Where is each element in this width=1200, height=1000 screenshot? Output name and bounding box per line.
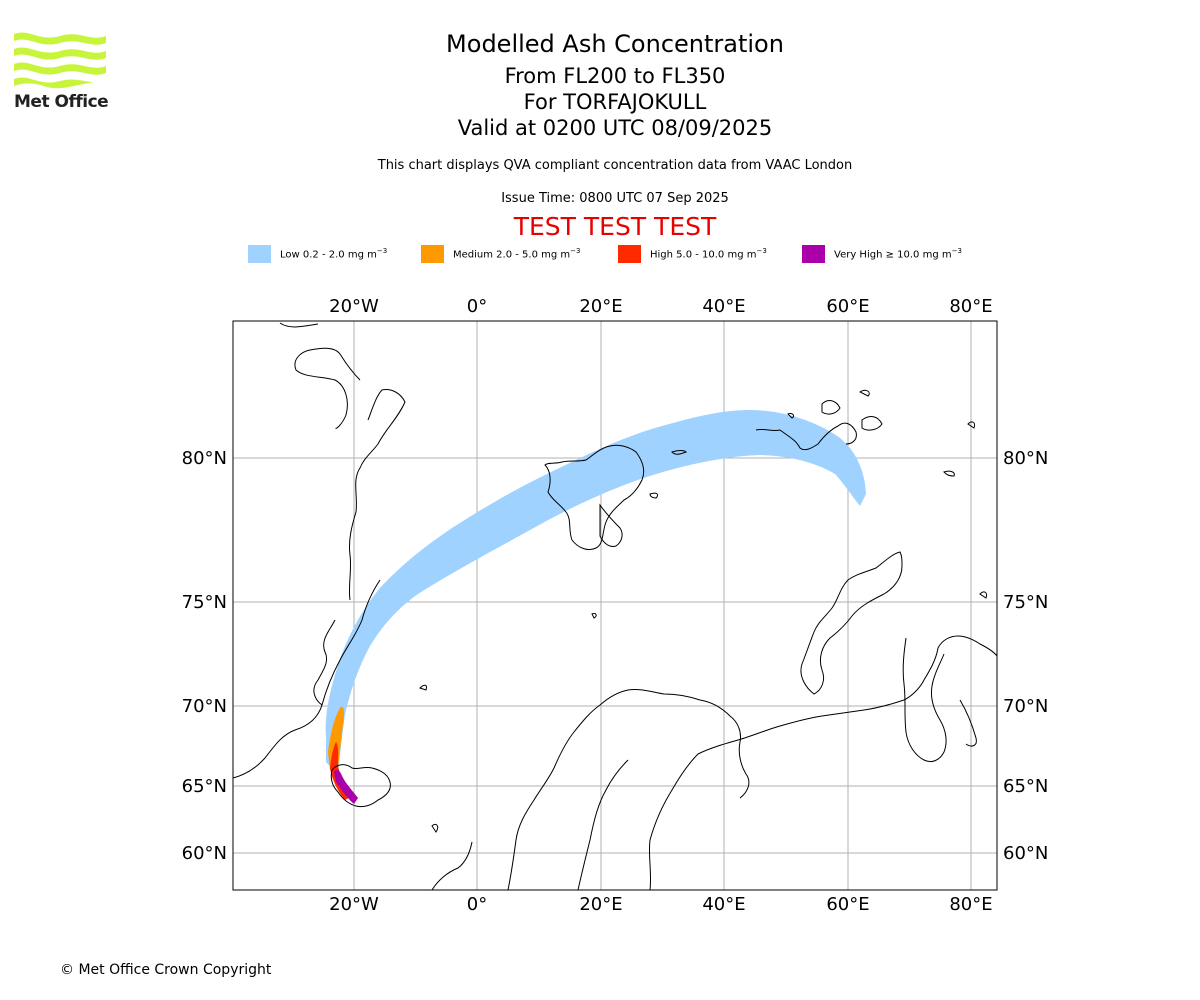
lon-label-top: 0° [467, 296, 487, 317]
legend-item-very-high: Very High ≥ 10.0 mg m−3 [802, 244, 962, 264]
novaya-zemlya-coast [800, 551, 903, 695]
legend-swatch-high [618, 245, 641, 263]
svalbard-coast [544, 444, 645, 551]
ash-plume-medium [328, 706, 344, 770]
legend-item-medium: Medium 2.0 - 5.0 mg m−3 [421, 244, 580, 264]
legend-label-very-high: Very High ≥ 10.0 mg m [834, 249, 952, 261]
lon-label-bottom: 0° [467, 894, 487, 915]
legend-label-medium: Medium 2.0 - 5.0 mg m [453, 249, 571, 261]
franz-josef-land-coast [755, 422, 857, 451]
lat-label-left: 65°N [182, 776, 227, 797]
met-office-logo-text: Met Office [14, 92, 109, 112]
lat-label-left: 60°N [182, 843, 227, 864]
lat-label-left: 75°N [182, 592, 227, 613]
coastlines [233, 322, 997, 890]
lon-label-top: 60°E [826, 296, 869, 317]
met-office-waves-icon [14, 32, 106, 89]
legend-swatch-low [248, 245, 271, 263]
lon-label-top: 20°W [329, 296, 379, 317]
lat-label-right: 75°N [1003, 592, 1048, 613]
lat-label-right: 60°N [1003, 843, 1048, 864]
flight-level-range: From FL200 to FL350 [504, 64, 726, 88]
map-frame [232, 320, 998, 891]
legend-item-high: High 5.0 - 10.0 mg m−3 [618, 244, 767, 264]
greenland-coast [233, 322, 406, 779]
copyright-notice: © Met Office Crown Copyright [60, 962, 272, 978]
valid-time: Valid at 0200 UTC 08/09/2025 [457, 116, 773, 140]
lon-label-top: 80°E [949, 296, 992, 317]
lon-label-bottom: 20°E [579, 894, 622, 915]
lon-label-bottom: 80°E [949, 894, 992, 915]
lat-label-right: 65°N [1003, 776, 1048, 797]
ash-plume-low [325, 410, 866, 775]
volcano-name: For TORFAJOKULL [523, 90, 707, 114]
ash-plume-very-high [334, 769, 358, 804]
legend-label-low: Low 0.2 - 2.0 mg m [280, 249, 377, 261]
lon-label-top: 40°E [702, 296, 745, 317]
lon-label-bottom: 40°E [702, 894, 745, 915]
lon-label-bottom: 60°E [826, 894, 869, 915]
legend-label-high: High 5.0 - 10.0 mg m [650, 249, 757, 261]
lon-label-bottom: 20°W [329, 894, 379, 915]
lat-label-left: 80°N [182, 448, 227, 469]
test-banner: TEST TEST TEST [513, 212, 717, 241]
issue-time: Issue Time: 0800 UTC 07 Sep 2025 [501, 191, 729, 206]
ash-plume-high [330, 742, 352, 800]
lon-label-top: 20°E [579, 296, 622, 317]
iceland-coast [330, 764, 391, 808]
qva-info-text: This chart displays QVA compliant concen… [377, 158, 853, 173]
legend-swatch-medium [421, 245, 444, 263]
scandinavia-coast [431, 635, 997, 890]
met-office-logo [14, 30, 106, 90]
chart-title: Modelled Ash Concentration [446, 30, 784, 58]
lat-label-right: 70°N [1003, 696, 1048, 717]
lat-label-right: 80°N [1003, 448, 1048, 469]
legend-swatch-very-high [802, 245, 825, 263]
lat-label-left: 70°N [182, 696, 227, 717]
legend-item-low: Low 0.2 - 2.0 mg m−3 [248, 244, 387, 264]
